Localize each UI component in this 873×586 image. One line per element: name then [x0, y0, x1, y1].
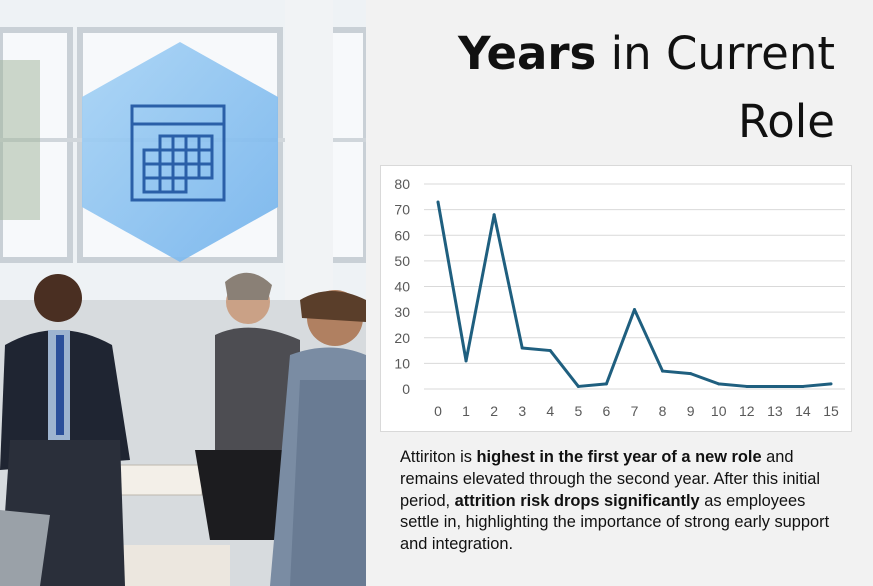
- data-point: [773, 384, 777, 388]
- data-point: [801, 384, 805, 388]
- x-tick-label: 3: [518, 403, 526, 419]
- x-tick-label: 6: [603, 403, 611, 419]
- y-tick-label: 10: [394, 355, 410, 371]
- x-tick-label: 2: [490, 403, 498, 419]
- x-tick-label: 10: [711, 403, 727, 419]
- data-point: [689, 372, 693, 376]
- data-point: [717, 382, 721, 386]
- data-point: [548, 349, 552, 353]
- x-tick-label: 13: [767, 403, 783, 419]
- y-tick-label: 60: [394, 227, 410, 243]
- x-tick-label: 5: [574, 403, 582, 419]
- data-point: [633, 308, 636, 312]
- x-tick-label: 14: [795, 403, 811, 419]
- data-point: [520, 346, 524, 350]
- y-tick-label: 80: [394, 176, 410, 192]
- office-photo: [0, 0, 366, 586]
- data-point: [829, 382, 833, 386]
- x-tick-label: 0: [434, 403, 442, 419]
- y-tick-label: 0: [402, 381, 410, 397]
- data-point: [604, 382, 608, 386]
- x-tick-label: 7: [631, 403, 639, 419]
- data-point: [661, 369, 665, 373]
- y-tick-label: 50: [394, 253, 410, 269]
- data-point: [745, 384, 749, 388]
- series-line: [436, 201, 832, 388]
- page-title: Years in Current Role: [458, 27, 835, 148]
- office-scene-illustration: [0, 0, 366, 586]
- y-tick-label: 70: [394, 202, 410, 218]
- data-point: [492, 213, 496, 217]
- x-tick-label: 12: [739, 403, 755, 419]
- hexagon-badge: [82, 42, 278, 262]
- y-tick-label: 40: [394, 279, 410, 295]
- y-tick-label: 30: [394, 304, 410, 320]
- x-tick-label: 15: [823, 403, 839, 419]
- calendar-icon: [130, 104, 226, 202]
- data-point: [576, 384, 580, 388]
- data-point: [436, 200, 440, 204]
- x-tick-label: 4: [546, 403, 554, 419]
- description-text: Attiriton is highest in the first year o…: [400, 448, 830, 554]
- x-tick-label: 1: [462, 403, 470, 419]
- y-tick-label: 20: [394, 330, 410, 346]
- line-chart: 0 10 20 30 40 50 60 70 80 0 1 2 3 4 5 6 7 8 9 10 12 13 14 15: [380, 165, 852, 432]
- data-point: [464, 359, 468, 363]
- x-tick-label: 9: [687, 403, 695, 419]
- x-tick-label: 8: [659, 403, 667, 419]
